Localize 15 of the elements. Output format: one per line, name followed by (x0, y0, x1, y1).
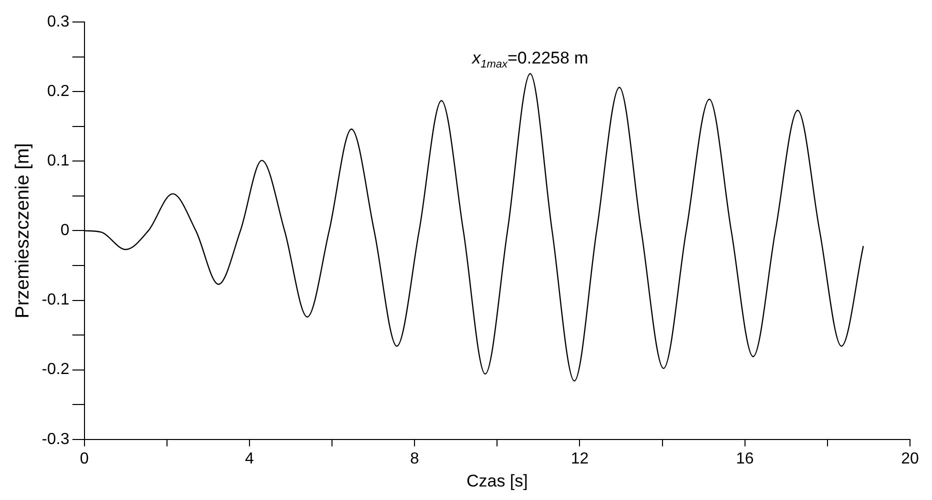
x-tick-label: 16 (736, 450, 754, 468)
y-tick-label: 0.2 (47, 82, 70, 100)
y-tick-label: -0.3 (42, 430, 70, 448)
x-tick-label: 4 (245, 450, 254, 468)
x-tick-label: 12 (570, 450, 589, 468)
y-tick-label: -0.1 (42, 292, 70, 309)
x-tick-label: 0 (80, 450, 89, 468)
y-tick-label: 0 (60, 222, 70, 240)
y-axis-title: Przemieszczenie [m] (12, 143, 34, 318)
x-axis-title: Czas [s] (466, 471, 528, 490)
y-tick-label: 0.3 (47, 13, 70, 30)
x-tick-label: 20 (901, 450, 919, 468)
y-tick-label: 0.1 (47, 152, 70, 170)
y-tick-label: -0.2 (42, 361, 70, 378)
x-tick-label: 8 (410, 450, 420, 468)
